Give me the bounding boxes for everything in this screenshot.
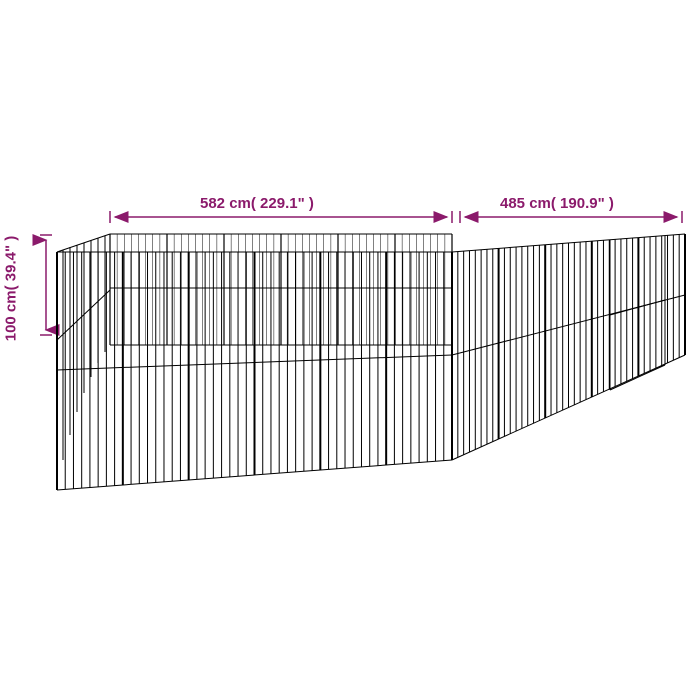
- fence-drawing: [0, 0, 700, 700]
- dimensional-diagram: 100 cm( 39.4" ) 582 cm( 229.1" ) 485 cm(…: [0, 0, 700, 700]
- fence-structure: [57, 234, 685, 490]
- back-bars: [110, 234, 452, 345]
- right-bars: [452, 234, 685, 460]
